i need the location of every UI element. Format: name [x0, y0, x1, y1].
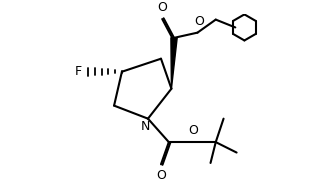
- Text: O: O: [194, 15, 204, 28]
- Text: N: N: [141, 120, 151, 133]
- Text: O: O: [189, 124, 199, 137]
- Polygon shape: [171, 38, 177, 89]
- Text: O: O: [156, 169, 166, 183]
- Text: O: O: [157, 1, 167, 14]
- Text: F: F: [74, 65, 81, 78]
